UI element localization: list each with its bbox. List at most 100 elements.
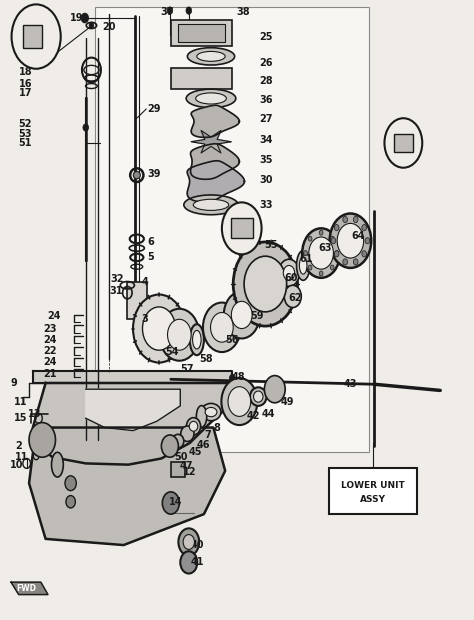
Text: 36: 36 xyxy=(260,95,273,105)
Text: 14: 14 xyxy=(168,497,182,507)
Circle shape xyxy=(244,256,287,312)
Text: 8: 8 xyxy=(213,423,220,433)
Circle shape xyxy=(222,202,262,254)
Bar xyxy=(95,7,369,452)
Text: 10: 10 xyxy=(10,459,24,470)
Circle shape xyxy=(29,423,55,457)
Bar xyxy=(178,24,225,42)
Circle shape xyxy=(81,13,89,23)
Text: 9: 9 xyxy=(10,378,17,388)
Text: 21: 21 xyxy=(43,370,57,379)
Polygon shape xyxy=(11,582,48,595)
Circle shape xyxy=(186,7,191,14)
Text: 15: 15 xyxy=(14,414,27,423)
Text: 24: 24 xyxy=(43,335,57,345)
Text: 25: 25 xyxy=(260,32,273,42)
Polygon shape xyxy=(33,383,232,464)
Ellipse shape xyxy=(254,391,263,402)
Circle shape xyxy=(228,387,251,417)
Ellipse shape xyxy=(133,172,140,179)
Bar xyxy=(394,134,413,153)
Text: 64: 64 xyxy=(351,231,365,241)
Circle shape xyxy=(331,237,336,244)
Circle shape xyxy=(224,291,260,339)
Ellipse shape xyxy=(196,405,207,427)
Ellipse shape xyxy=(201,404,221,421)
Text: 58: 58 xyxy=(199,355,213,365)
Circle shape xyxy=(143,307,175,350)
Text: 32: 32 xyxy=(110,274,124,284)
Circle shape xyxy=(330,236,334,241)
Text: 24: 24 xyxy=(47,311,61,321)
Text: 33: 33 xyxy=(260,200,273,210)
Text: 46: 46 xyxy=(197,440,210,450)
Bar xyxy=(23,25,42,48)
Circle shape xyxy=(302,228,340,278)
Polygon shape xyxy=(29,428,225,545)
Circle shape xyxy=(337,223,364,258)
Circle shape xyxy=(343,259,347,265)
Circle shape xyxy=(233,242,298,326)
Circle shape xyxy=(308,265,312,270)
Text: 50: 50 xyxy=(174,452,188,463)
Bar xyxy=(171,68,232,89)
Text: 19: 19 xyxy=(70,13,83,23)
Circle shape xyxy=(384,118,422,168)
Text: 13: 13 xyxy=(28,409,42,419)
Text: 59: 59 xyxy=(250,311,264,321)
Text: 31: 31 xyxy=(109,286,123,296)
Circle shape xyxy=(167,7,173,14)
Circle shape xyxy=(221,378,257,425)
Text: 27: 27 xyxy=(260,115,273,125)
Polygon shape xyxy=(187,161,245,202)
Text: 4: 4 xyxy=(142,277,148,287)
Text: 43: 43 xyxy=(343,379,357,389)
Text: 52: 52 xyxy=(18,120,32,130)
Text: 40: 40 xyxy=(191,540,204,550)
Circle shape xyxy=(264,376,285,403)
Circle shape xyxy=(83,124,89,131)
Ellipse shape xyxy=(205,407,217,417)
Ellipse shape xyxy=(189,422,198,432)
Circle shape xyxy=(335,250,338,255)
Bar xyxy=(329,467,417,514)
Ellipse shape xyxy=(300,257,307,274)
Text: 16: 16 xyxy=(18,79,32,89)
Text: 26: 26 xyxy=(260,58,273,68)
Circle shape xyxy=(159,309,199,361)
Circle shape xyxy=(362,250,366,257)
Text: 18: 18 xyxy=(18,67,32,77)
Circle shape xyxy=(329,213,371,268)
Text: 49: 49 xyxy=(281,397,294,407)
Bar xyxy=(231,218,253,238)
Ellipse shape xyxy=(186,89,236,108)
Circle shape xyxy=(365,237,370,244)
Text: 63: 63 xyxy=(318,243,332,253)
Text: 28: 28 xyxy=(260,76,273,86)
Circle shape xyxy=(231,301,252,329)
Circle shape xyxy=(283,265,295,280)
Text: 22: 22 xyxy=(43,346,57,356)
Text: 54: 54 xyxy=(165,347,179,357)
Circle shape xyxy=(308,236,312,241)
Text: ASSY: ASSY xyxy=(360,495,386,504)
Ellipse shape xyxy=(192,330,201,349)
Circle shape xyxy=(65,476,76,490)
Ellipse shape xyxy=(197,51,225,61)
Text: 20: 20 xyxy=(102,22,116,32)
Text: 30: 30 xyxy=(260,175,273,185)
Text: 41: 41 xyxy=(191,557,204,567)
Ellipse shape xyxy=(186,418,201,435)
Circle shape xyxy=(343,216,347,223)
Text: 24: 24 xyxy=(43,357,57,367)
Text: 60: 60 xyxy=(284,273,298,283)
Polygon shape xyxy=(191,144,239,179)
Ellipse shape xyxy=(172,435,184,448)
Text: 35: 35 xyxy=(260,155,273,166)
Circle shape xyxy=(319,230,323,235)
Text: 39: 39 xyxy=(147,169,161,179)
Text: 44: 44 xyxy=(262,409,275,419)
Polygon shape xyxy=(191,130,231,153)
Text: 47: 47 xyxy=(179,461,193,471)
Ellipse shape xyxy=(184,195,238,215)
